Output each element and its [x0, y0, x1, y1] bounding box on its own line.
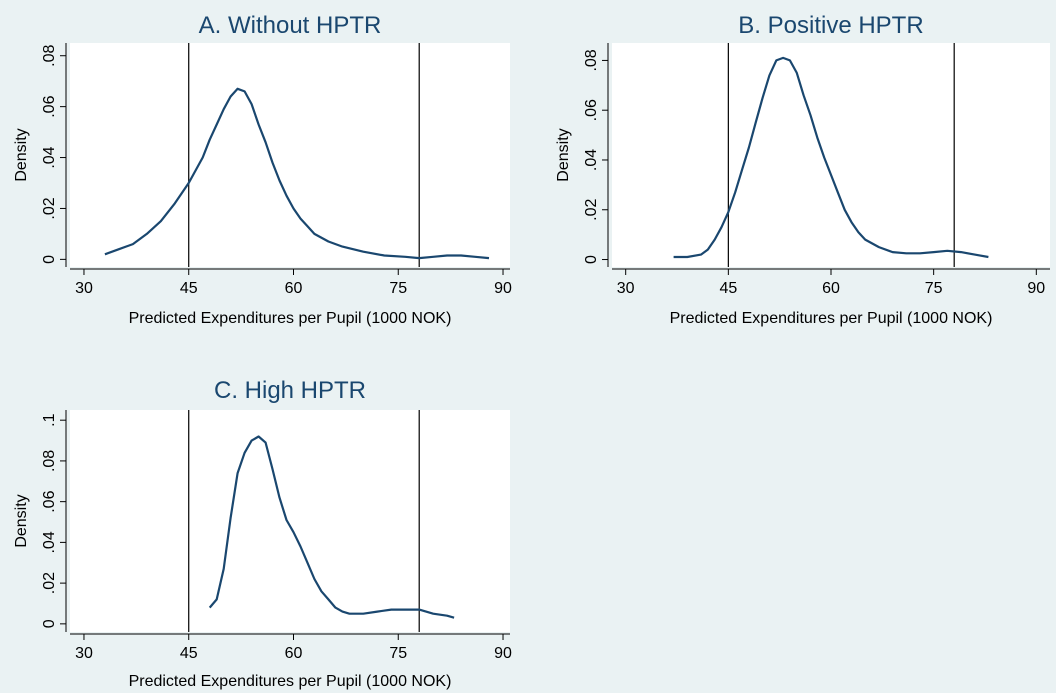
x-tick-label: 45 [719, 280, 737, 297]
y-tick-label: .1 [41, 413, 58, 426]
y-tick-label: .02 [41, 572, 58, 594]
x-tick-label: 60 [822, 280, 840, 297]
density-curve [673, 56, 989, 259]
x-tick-label: 75 [925, 280, 943, 297]
y-tick-label: .02 [41, 197, 58, 219]
y-tick-label: 0 [41, 619, 58, 628]
plot-region [612, 43, 1050, 267]
x-tick-label: 45 [180, 280, 198, 297]
panel-b: B. Positive HPTR Predicted Expenditures … [555, 12, 1050, 327]
y-tick-label: .08 [583, 49, 600, 71]
x-tick-label: 75 [389, 645, 407, 662]
y-tick-label: .06 [41, 490, 58, 512]
x-tick-label: 60 [285, 280, 303, 297]
x-tick-label: 30 [75, 280, 93, 297]
x-axis-label: Predicted Expenditures per Pupil (1000 N… [670, 310, 993, 327]
density-curve [104, 87, 490, 260]
x-tick-label: 90 [494, 645, 512, 662]
panel-title: C. High HPTR [214, 377, 366, 404]
y-tick-label: .04 [583, 149, 600, 171]
y-tick-label: 0 [41, 255, 58, 264]
y-axis-label: Density [13, 494, 30, 547]
y-axis-label: Density [13, 128, 30, 181]
x-tick-label: 90 [494, 280, 512, 297]
x-tick-label: 60 [285, 645, 303, 662]
y-tick-label: .04 [41, 146, 58, 168]
panel-title: A. Without HPTR [199, 12, 382, 39]
x-tick-label: 90 [1027, 280, 1045, 297]
y-tick-label: 0 [583, 255, 600, 264]
panel-a: A. Without HPTR Predicted Expenditures p… [13, 12, 512, 327]
x-tick-label: 30 [75, 645, 93, 662]
x-axis-label: Predicted Expenditures per Pupil (1000 N… [129, 310, 452, 327]
panel-title: B. Positive HPTR [738, 12, 923, 39]
x-tick-label: 75 [389, 280, 407, 297]
x-tick-label: 45 [180, 645, 198, 662]
plot-region [70, 410, 510, 632]
y-tick-label: .08 [41, 45, 58, 67]
plot-region [70, 43, 510, 267]
y-tick-label: .08 [41, 450, 58, 472]
y-tick-label: .06 [41, 95, 58, 117]
panel-c: C. High HPTR Predicted Expenditures per … [13, 377, 512, 690]
y-axis-label: Density [555, 128, 572, 181]
y-tick-label: .04 [41, 531, 58, 553]
density-curve [208, 435, 455, 619]
y-tick-label: .02 [583, 199, 600, 221]
y-tick-label: .06 [583, 99, 600, 121]
x-tick-label: 30 [617, 280, 635, 297]
x-axis-label: Predicted Expenditures per Pupil (1000 N… [129, 673, 452, 690]
